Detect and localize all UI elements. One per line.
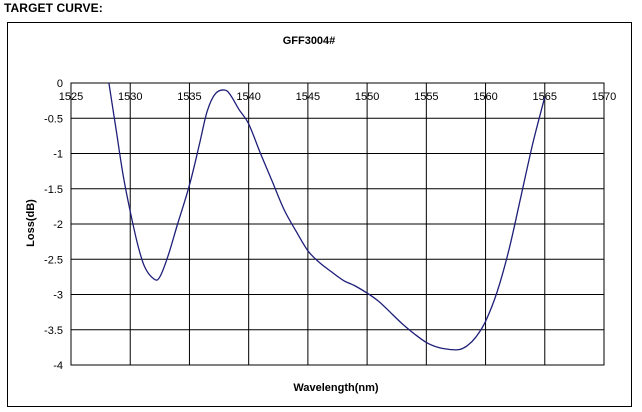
y-tick-label: -0.5: [44, 113, 63, 125]
target-curve-heading: TARGET CURVE:: [4, 1, 103, 15]
loss-vs-wavelength-chart: GFF3004# 0-0.5-1-1.5-2-2.5-3-3.5-4 1525 1…: [25, 35, 616, 394]
x-tick-label: 1550: [355, 91, 379, 103]
y-tick-label: 0: [57, 78, 63, 90]
x-axis-label: Wavelength(nm): [293, 382, 378, 394]
x-tick-label: 1530: [118, 91, 142, 103]
y-tick-label: -3: [53, 290, 63, 302]
x-tick-label: 1535: [177, 91, 201, 103]
y-tick-label: -3.5: [44, 325, 63, 337]
y-axis-label: Loss(dB): [25, 199, 37, 247]
x-tick-label: 1555: [414, 91, 438, 103]
loss-curve-line: [108, 82, 546, 351]
y-tick-label: -2: [53, 219, 63, 231]
x-tick-label: 1565: [533, 91, 557, 103]
y-tick-label: -1: [53, 149, 63, 161]
plot-area-border: [70, 82, 605, 366]
x-tick-labels: 1525 1530 1535 1540 1545 1550 1555 1560 1565 1570: [59, 91, 616, 103]
grid-layer: [70, 82, 605, 366]
x-tick-label: 1570: [592, 91, 616, 103]
chart-frame: GFF3004# 0 -0.5 -1 -1.5 -2 -2.5 -3 -3.5 -4 1525 1…: [7, 22, 632, 407]
y-tick-label: -2.5: [44, 254, 63, 266]
chart-title: GFF3004#: [283, 35, 336, 47]
y-tick-label: -1.5: [44, 184, 63, 196]
x-tick-label: 1525: [59, 91, 83, 103]
x-tick-label: 1545: [296, 91, 320, 103]
y-tick-label: -4: [53, 360, 63, 372]
y-tick-labels: 0 -0.5 -1 -1.5 -2 -2.5 -3 -3.5 -4: [44, 78, 63, 372]
x-tick-label: 1560: [473, 91, 497, 103]
x-tick-label: 1540: [236, 91, 260, 103]
series-layer: [108, 82, 546, 351]
